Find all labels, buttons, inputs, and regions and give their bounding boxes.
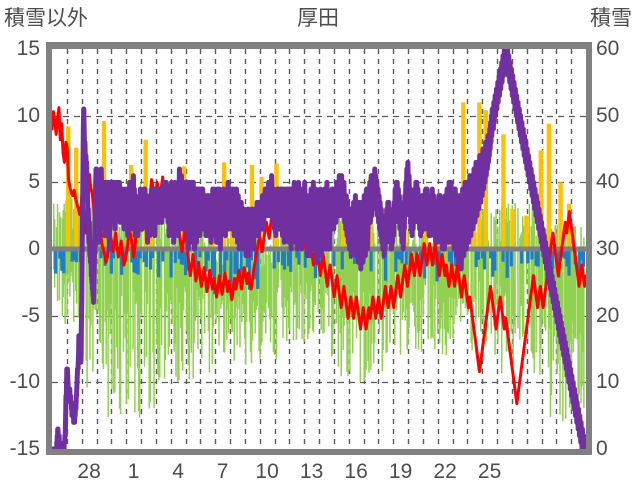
left-axis-title: 積雪以外 — [4, 7, 88, 30]
x-axis-tick: 28 — [77, 460, 101, 483]
x-axis-tick: 22 — [433, 460, 457, 483]
x-axis-tick: 1 — [127, 460, 140, 483]
right-axis-title: 積雪 — [590, 7, 632, 30]
x-axis-tick: 13 — [299, 460, 324, 483]
y-axis-right-tick: 40 — [596, 170, 620, 194]
x-axis-tick: 19 — [388, 460, 413, 483]
y-axis-left-tick: 15 — [16, 37, 40, 60]
y-axis-left-tick: -5 — [21, 303, 40, 327]
y-axis-right-tick: 0 — [596, 437, 608, 460]
y-axis-left-tick: -15 — [9, 437, 40, 460]
x-axis-tick: 10 — [255, 460, 279, 483]
y-axis-right-tick: 10 — [596, 370, 620, 394]
x-axis-tick: 25 — [477, 460, 502, 483]
y-axis-right-tick: 60 — [596, 37, 620, 60]
y-axis-left-tick: -10 — [9, 370, 40, 394]
x-axis-tick: 16 — [344, 460, 368, 483]
y-axis-right-tick: 20 — [596, 303, 620, 327]
chart-canvas — [52, 49, 586, 449]
x-axis-tick: 7 — [216, 460, 229, 483]
x-axis-tick: 4 — [172, 460, 184, 483]
plot-area — [46, 42, 592, 455]
y-axis-right-tick: 50 — [596, 103, 620, 127]
y-axis-left-tick: 0 — [28, 237, 40, 260]
chart-title: 厚田 — [297, 7, 339, 30]
y-axis-left-tick: 5 — [28, 170, 40, 194]
purple-snowdepth-line — [52, 49, 586, 449]
y-axis-right-tick: 30 — [596, 237, 620, 260]
plot-inner — [52, 49, 586, 449]
y-axis-left-tick: 10 — [16, 103, 40, 127]
